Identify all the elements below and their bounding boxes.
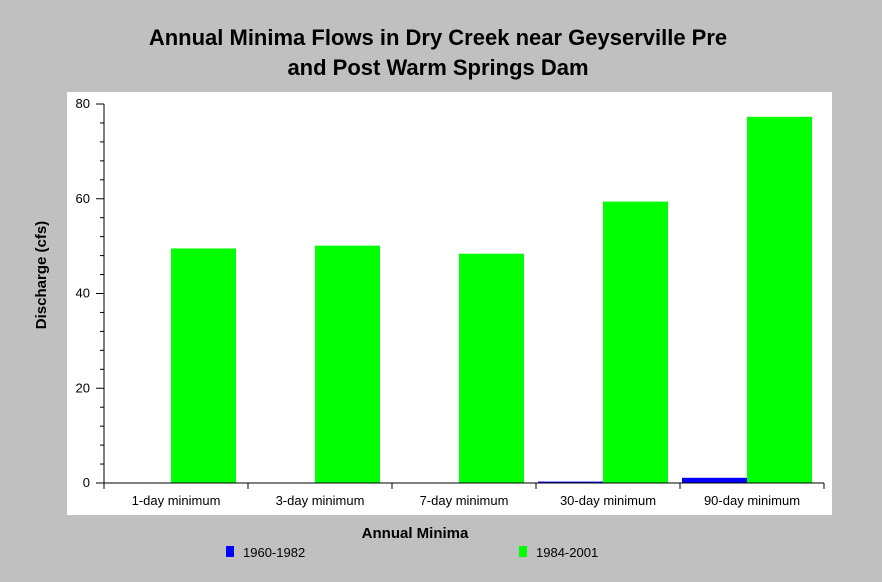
legend-label: 1984-2001 (536, 545, 598, 560)
x-tick-label: 1-day minimum (132, 493, 221, 508)
y-axis-label: Discharge (cfs) (33, 221, 50, 329)
bar-series-2 (459, 253, 524, 483)
bar-series-2 (747, 116, 812, 483)
chart-title-line-1: Annual Minima Flows in Dry Creek near Ge… (149, 25, 727, 50)
bars-group (171, 116, 812, 483)
y-tick-label: 20 (76, 380, 90, 395)
bar-series-1 (682, 477, 747, 483)
x-tick-label: 7-day minimum (420, 493, 509, 508)
legend-swatch (226, 546, 234, 557)
legend-label: 1960-1982 (243, 545, 305, 560)
y-tick-label: 80 (76, 96, 90, 111)
x-tick-label: 3-day minimum (276, 493, 365, 508)
y-tick-label: 0 (83, 475, 90, 490)
legend-swatch (519, 546, 527, 557)
chart-title-line-2: and Post Warm Springs Dam (287, 55, 588, 80)
x-tick-label: 30-day minimum (560, 493, 656, 508)
x-axis-label: Annual Minima (362, 525, 469, 542)
y-ticks-group: 0 20 40 60 80 (76, 96, 104, 490)
y-tick-label: 60 (76, 191, 90, 206)
x-ticks-group: 1-day minimum 3-day minimum 7-day minimum 3… (103, 483, 825, 508)
x-tick-label: 90-day minimum (704, 493, 800, 508)
bar-series-2 (315, 245, 380, 483)
y-tick-label: 40 (76, 286, 90, 301)
bar-series-1 (538, 481, 603, 483)
bar-series-2 (603, 201, 668, 483)
bar-series-2 (171, 248, 236, 483)
legend: 1960-1982 1984-2001 (226, 545, 598, 560)
